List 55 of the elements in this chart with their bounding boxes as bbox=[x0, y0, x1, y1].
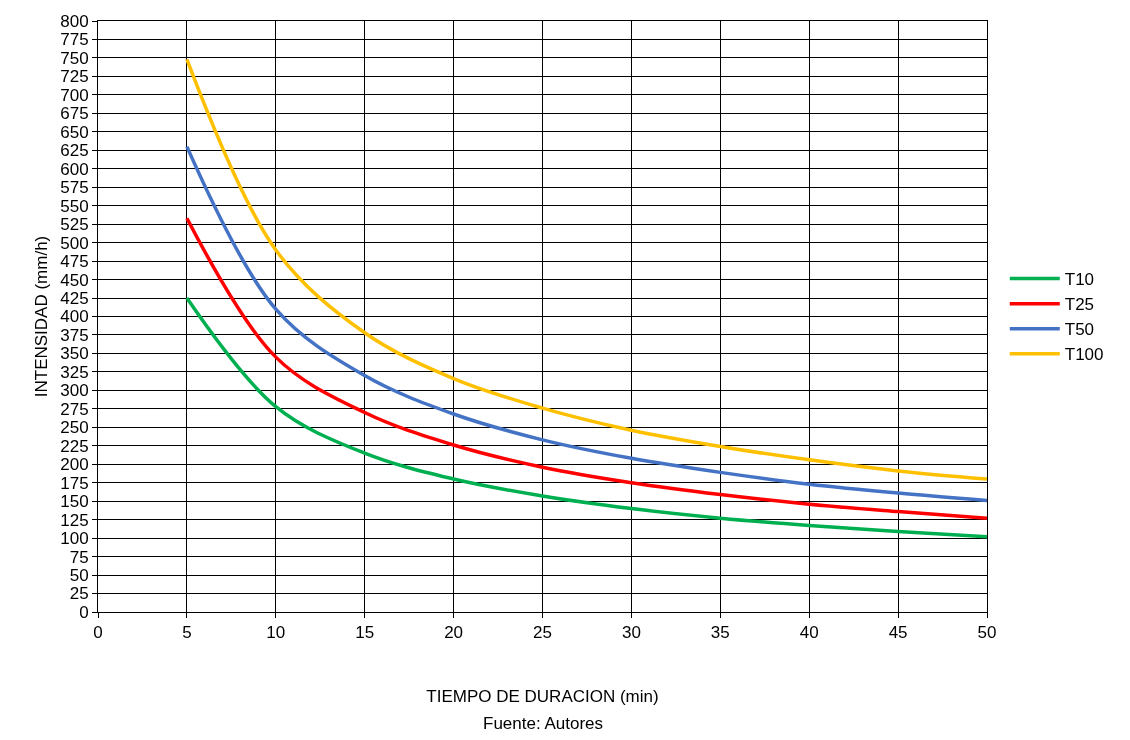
legend-label: T100 bbox=[1064, 345, 1104, 365]
y-tick-label: 600 bbox=[60, 159, 89, 179]
y-tick-label: 475 bbox=[60, 252, 89, 272]
y-tick-label: 725 bbox=[60, 67, 89, 87]
y-tick-label: 675 bbox=[60, 104, 89, 124]
y-tick-label: 375 bbox=[60, 325, 89, 345]
x-tick-label: 0 bbox=[93, 623, 103, 643]
legend-label: T50 bbox=[1064, 320, 1095, 340]
x-axis-title: TIEMPO DE DURACION (min) bbox=[426, 686, 659, 706]
x-tick-label: 15 bbox=[355, 623, 375, 643]
source-note: Fuente: Autores bbox=[483, 714, 604, 733]
y-tick-label: 0 bbox=[79, 602, 89, 622]
y-tick-label: 225 bbox=[60, 436, 89, 456]
y-tick-label: 800 bbox=[60, 11, 89, 31]
y-axis-title: INTENSIDAD (mm/h) bbox=[31, 235, 51, 398]
y-tick-label: 125 bbox=[60, 510, 89, 530]
y-tick-label: 200 bbox=[60, 455, 89, 475]
y-tick-label: 175 bbox=[60, 473, 89, 493]
y-tick-label: 775 bbox=[60, 30, 89, 50]
y-tick-label: 250 bbox=[60, 418, 89, 438]
y-tick-label: 750 bbox=[60, 48, 89, 68]
line-series bbox=[185, 216, 987, 520]
y-tick-label: 150 bbox=[60, 492, 89, 512]
x-tick-label: 40 bbox=[799, 623, 819, 643]
y-tick-label: 425 bbox=[60, 288, 89, 308]
y-tick-label: 325 bbox=[60, 362, 89, 382]
y-tick-label: 50 bbox=[69, 566, 89, 586]
y-tick-label: 625 bbox=[60, 141, 89, 161]
x-tick-label: 45 bbox=[888, 623, 908, 643]
x-tick-label: 50 bbox=[977, 623, 997, 643]
x-tick-label: 30 bbox=[621, 623, 641, 643]
y-tick-label: 25 bbox=[69, 584, 89, 604]
y-tick-label: 650 bbox=[60, 122, 89, 142]
y-tick-label: 75 bbox=[69, 547, 89, 567]
y-tick-label: 500 bbox=[60, 233, 89, 253]
x-tick-label: 5 bbox=[182, 623, 192, 643]
x-tick-label: 10 bbox=[266, 623, 286, 643]
line-series bbox=[185, 144, 987, 503]
line-series bbox=[185, 296, 987, 539]
y-tick-label: 450 bbox=[60, 270, 89, 290]
y-tick-label: 575 bbox=[60, 178, 89, 198]
y-tick-label: 700 bbox=[60, 85, 89, 105]
y-tick-label: 300 bbox=[60, 381, 89, 401]
y-tick-label: 550 bbox=[60, 196, 89, 216]
legend-label: T10 bbox=[1064, 270, 1095, 290]
y-tick-label: 525 bbox=[60, 215, 89, 235]
legend-label: T25 bbox=[1064, 295, 1095, 315]
x-tick-label: 20 bbox=[444, 623, 464, 643]
x-tick-label: 35 bbox=[710, 623, 730, 643]
y-tick-label: 400 bbox=[60, 307, 89, 327]
y-tick-label: 100 bbox=[60, 529, 89, 549]
line-series bbox=[185, 57, 987, 481]
y-tick-label: 350 bbox=[60, 344, 89, 364]
y-tick-label: 275 bbox=[60, 399, 89, 419]
x-tick-label: 25 bbox=[533, 623, 552, 643]
